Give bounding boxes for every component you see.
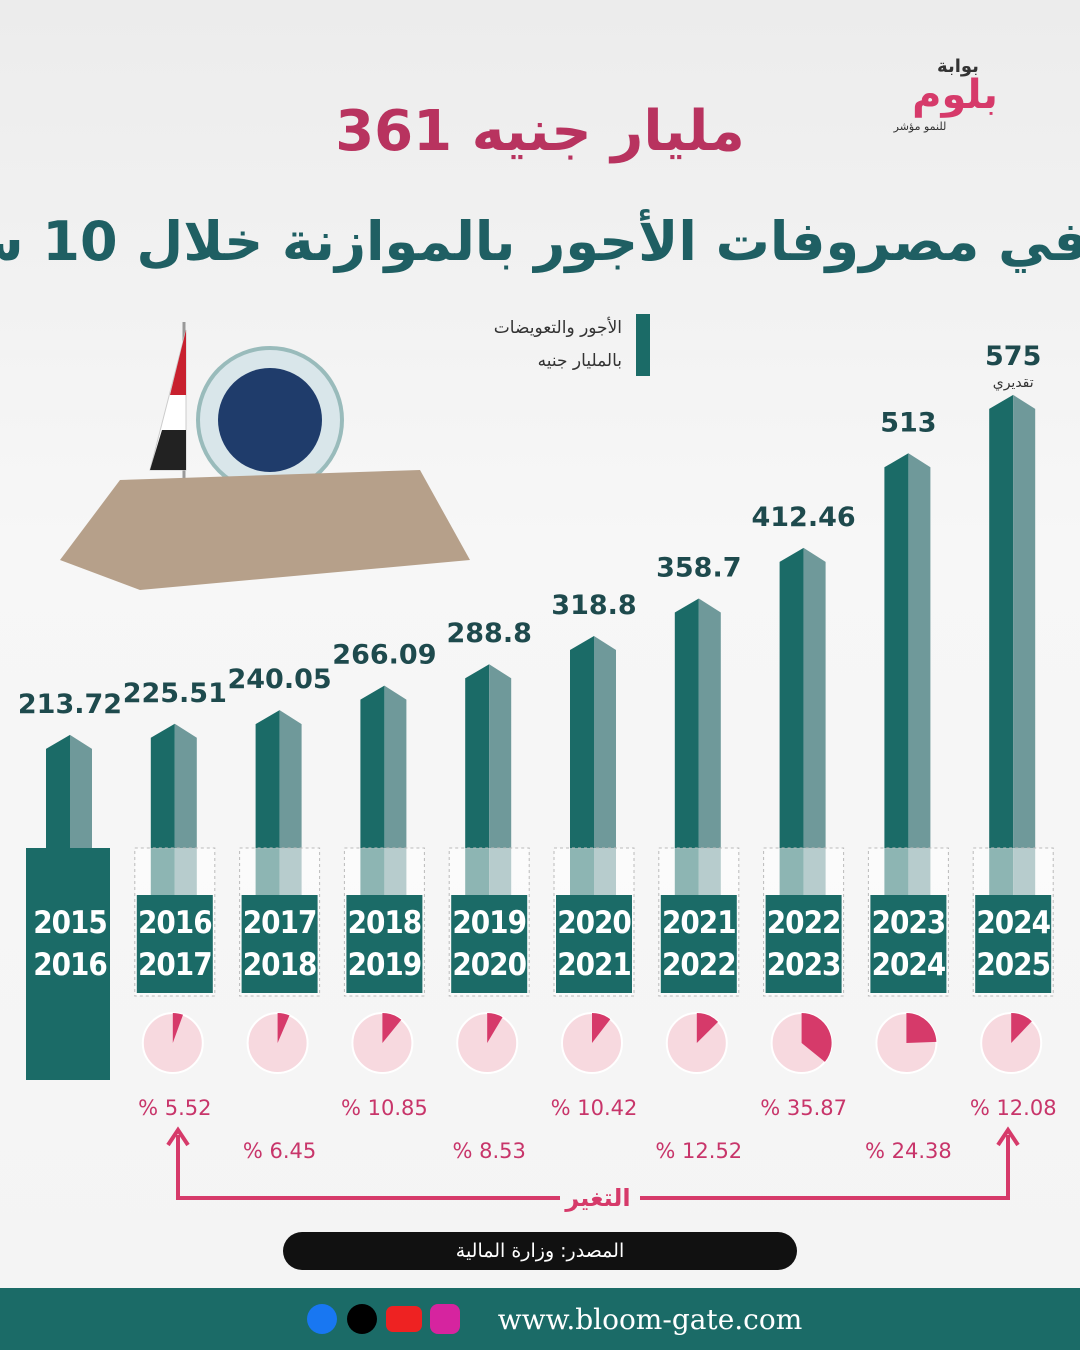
change-label: % 35.87: [760, 1096, 847, 1120]
value-label: 412.46: [751, 502, 855, 533]
change-pie-wedge: [801, 1013, 832, 1062]
change-pie-wedge: [172, 1013, 183, 1043]
change-label: % 10.42: [551, 1096, 638, 1120]
bar-side: [908, 453, 931, 919]
change-pie-wedge: [382, 1013, 402, 1043]
year-label-bg: [346, 895, 423, 993]
change-label: % 12.52: [655, 1139, 742, 1163]
x-tick-label: 2023 2024: [871, 905, 947, 983]
bar-side: [1013, 394, 1036, 919]
legend-swatch: [636, 314, 650, 376]
change-label: % 10.85: [341, 1096, 428, 1120]
year-label-bg: [870, 895, 947, 993]
year-label-bg: [660, 895, 737, 993]
x-tick-label: 2018 2019: [347, 905, 423, 983]
value-label: 318.8: [551, 590, 636, 621]
value-label: 225.51: [123, 678, 227, 709]
x-tick-label: 2020 2021: [557, 905, 632, 983]
logo-line1: بوابة: [937, 56, 979, 77]
x-tick-label: 2024 2025: [976, 905, 1051, 983]
bar-front: [989, 394, 1014, 919]
year-label-bg: [975, 895, 1052, 993]
value-label: 575: [985, 341, 1041, 372]
social-icons: [307, 1304, 460, 1334]
year-label-bg: [451, 895, 528, 993]
change-pie-wedge: [696, 1013, 719, 1043]
value-label: 513: [880, 407, 936, 438]
chart-subtitle: زيادة في مصروفات الأجور بالموازنة خلال 1…: [0, 209, 1080, 273]
change-pie-bg: [980, 1012, 1043, 1074]
value-label: 213.72: [18, 689, 122, 720]
year-label-bg: [765, 895, 842, 993]
year-label-bg: [556, 895, 632, 993]
x-tick-label: 2019 2020: [452, 905, 527, 983]
bars: [46, 394, 1036, 919]
change-pie-wedge: [1011, 1013, 1032, 1043]
bar-side: [698, 598, 721, 919]
chart-title: 361 مليار جنيه: [335, 99, 745, 164]
logo-tagline: للنمو مؤشر: [893, 120, 947, 133]
estimate-label: تقديري: [993, 375, 1034, 391]
change-label: % 12.08: [970, 1096, 1057, 1120]
logo: بوابة بلوم للنمو مؤشر: [893, 56, 998, 133]
source: المصدر: وزارة المالية: [456, 1240, 624, 1262]
footer-bar: [0, 1288, 1080, 1350]
bar-front: [674, 598, 699, 919]
change-label: % 8.53: [453, 1139, 526, 1163]
logo-line2: بلوم: [912, 72, 998, 118]
change-label: % 6.45: [243, 1139, 316, 1163]
change-arrow: [166, 1126, 1020, 1200]
value-label: 240.05: [227, 664, 331, 695]
year-label-bg: [32, 895, 108, 993]
change-label: التغير: [564, 1184, 630, 1212]
change-label: % 24.38: [865, 1139, 952, 1163]
change-label: % 5.52: [138, 1096, 211, 1120]
change-pie-wedge: [592, 1013, 611, 1043]
bar-front: [779, 547, 804, 919]
value-label: 266.09: [332, 640, 436, 671]
x-tick-label: 2016 2017: [137, 905, 213, 983]
legend-unit: بالمليار جنيه: [538, 351, 622, 371]
change-pie-wedge: [487, 1013, 503, 1043]
change-pie-wedge: [906, 1013, 937, 1043]
footer-url: www.bloom-gate.com: [498, 1303, 803, 1336]
source-pill: [283, 1232, 797, 1270]
year-label-bg: [136, 895, 213, 993]
year-label-bg: [241, 895, 318, 993]
legend-label: الأجور والتعويضات: [494, 317, 622, 338]
x-tick-label: 2022 2023: [766, 905, 842, 983]
x-tick-label: 2017 2018: [242, 905, 318, 983]
x-tick-label: 2015 2016: [33, 905, 108, 983]
bar-front: [884, 453, 909, 919]
change-pie-wedge: [277, 1013, 290, 1043]
x-tick-label: 2021 2022: [661, 905, 737, 983]
illustration: [60, 322, 470, 590]
value-label: 288.8: [446, 618, 531, 649]
value-label: 358.7: [656, 552, 741, 583]
bar-side: [803, 547, 826, 919]
